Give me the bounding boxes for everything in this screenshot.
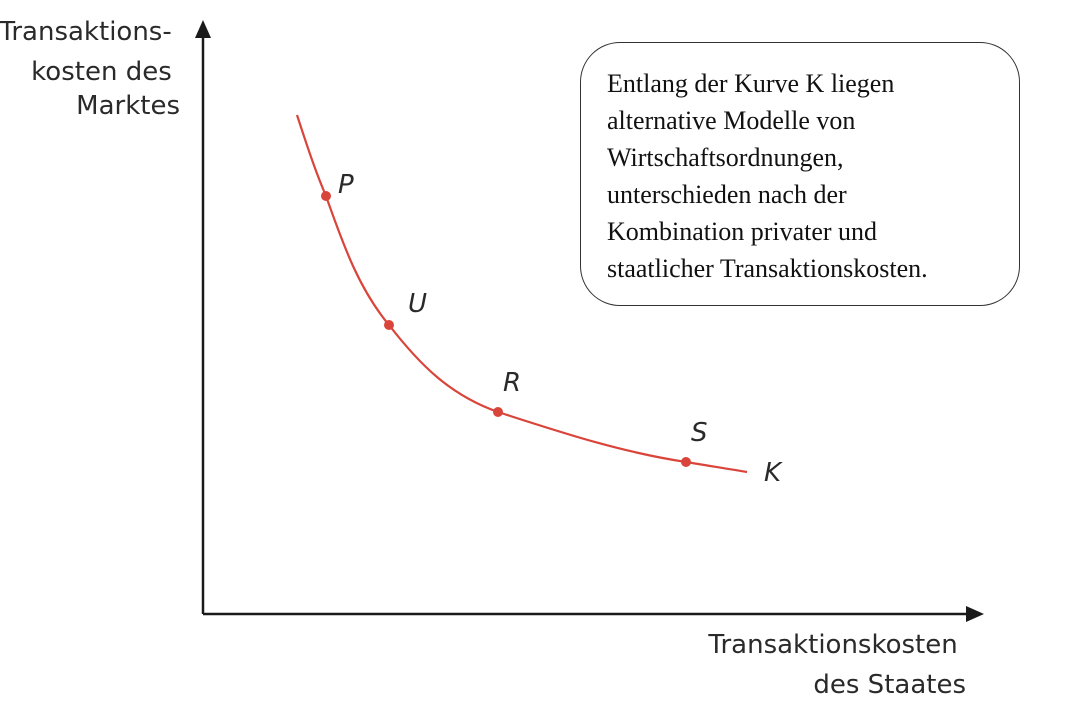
y-axis-arrow-icon	[195, 20, 211, 38]
x-axis-label: Transaktionskosten des Staates	[707, 630, 966, 700]
x-axis-label-line: des Staates	[813, 670, 966, 700]
point-r	[493, 407, 503, 417]
point-s	[681, 457, 691, 467]
x-axis-arrow-icon	[966, 606, 984, 622]
y-axis-label-line: Transaktions-	[0, 17, 172, 47]
point-p	[321, 191, 331, 201]
x-axis-label-line: Transaktionskosten	[707, 630, 957, 660]
y-axis-label-line: kosten des	[31, 57, 172, 87]
point-s-label: S	[691, 418, 708, 448]
point-r-label: R	[503, 368, 521, 398]
y-axis-label: Transaktions- kosten des Marktes	[0, 17, 180, 121]
point-p-label: P	[338, 170, 354, 200]
note-box: Entlang der Kurve K liegen alternative M…	[580, 42, 1020, 306]
note-text: Entlang der Kurve K liegen alternative M…	[607, 69, 928, 283]
y-axis-label-line: Marktes	[76, 91, 180, 121]
curve-k-label: K	[764, 458, 783, 488]
point-u-label: U	[408, 289, 427, 319]
point-u	[384, 320, 394, 330]
